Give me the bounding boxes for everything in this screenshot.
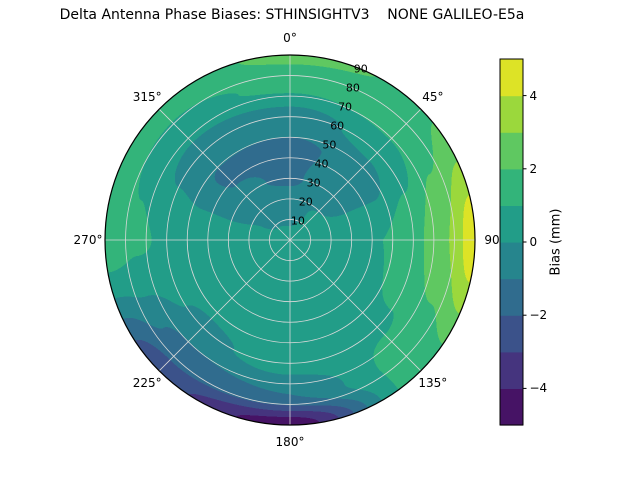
- colorbar-axis-label-text: Bias (mm): [548, 208, 564, 276]
- colorbar-axis-label: Bias (mm): [549, 209, 564, 276]
